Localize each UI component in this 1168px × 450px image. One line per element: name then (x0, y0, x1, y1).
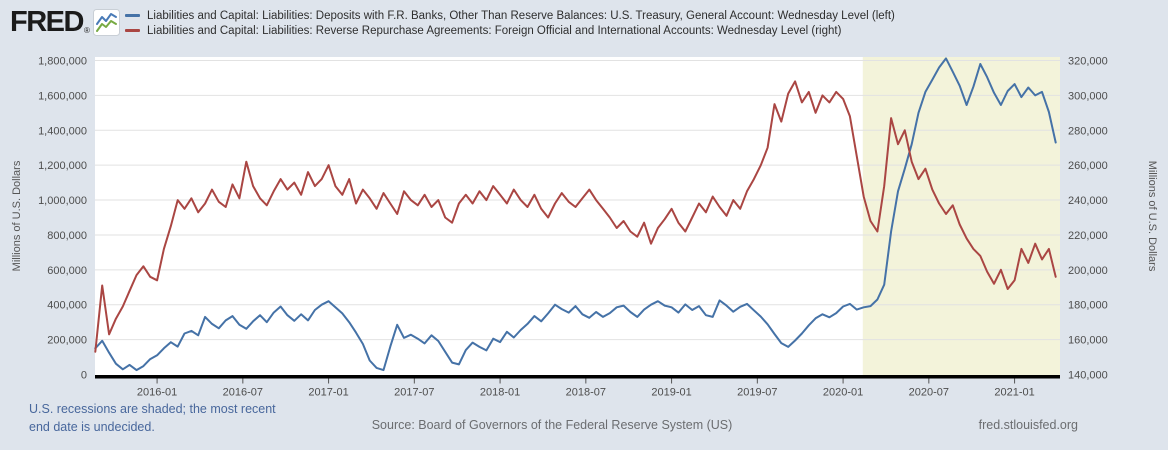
left-axis-tick-label: 400,000 (47, 300, 87, 312)
x-axis-tick-label: 2019-01 (651, 387, 691, 399)
right-axis-title: Millions of U.S. Dollars (1146, 161, 1158, 272)
left-axis-tick-label: 1,200,000 (38, 160, 87, 172)
left-axis-tick-label: 200,000 (47, 335, 87, 347)
x-axis-tick-label: 2016-01 (137, 387, 177, 399)
right-axis-tick-label: 320,000 (1068, 56, 1108, 68)
recession-note-line2: end date is undecided. (29, 420, 155, 434)
legend-item-reverse-repurchase-foreign[interactable]: Liabilities and Capital: Liabilities: Re… (125, 23, 895, 38)
site-link[interactable]: fred.stlouisfed.org (978, 418, 1078, 432)
source-text: Source: Board of Governors of the Federa… (371, 418, 733, 432)
right-axis-tick-label: 280,000 (1068, 125, 1108, 137)
x-axis-tick-label: 2021-01 (994, 387, 1034, 399)
right-axis-tick-label: 300,000 (1068, 90, 1108, 102)
right-axis-tick-label: 260,000 (1068, 160, 1108, 172)
recession-note: U.S. recessions are shaded; the most rec… (29, 400, 276, 436)
line-chart-icon (92, 8, 120, 36)
recession-note-line1: U.S. recessions are shaded; the most rec… (29, 402, 276, 416)
legend-label: Liabilities and Capital: Liabilities: De… (147, 9, 895, 22)
x-axis-tick-label: 2017-01 (308, 387, 348, 399)
left-axis-title: Millions of U.S. Dollars (11, 160, 23, 271)
left-axis-tick-label: 1,800,000 (38, 56, 87, 68)
series-line-reverse-repo-foreign[interactable] (94, 80, 1057, 353)
legend-swatch-red (125, 29, 140, 32)
x-axis-tick-label: 2020-07 (909, 387, 949, 399)
left-axis-tick-label: 600,000 (47, 265, 87, 277)
left-axis-tick-label: 1,000,000 (38, 195, 87, 207)
x-axis-tick-label: 2018-07 (566, 387, 606, 399)
left-axis-tick-label: 1,400,000 (38, 125, 87, 137)
right-axis-tick-label: 180,000 (1068, 300, 1108, 312)
x-axis-tick-label: 2017-07 (394, 387, 434, 399)
x-axis-tick-label: 2019-07 (737, 387, 777, 399)
legend: Liabilities and Capital: Liabilities: De… (125, 8, 895, 38)
series-line-treasury-general-account[interactable] (94, 57, 1057, 372)
fred-logo-text: FRED (10, 6, 84, 38)
right-axis-tick-label: 160,000 (1068, 335, 1108, 347)
right-axis-tick-label: 240,000 (1068, 195, 1108, 207)
recession-shading-band (862, 57, 1060, 375)
left-axis-tick-label: 0 (81, 370, 87, 382)
right-axis-tick-label: 140,000 (1068, 370, 1108, 382)
left-axis-tick-label: 1,600,000 (38, 90, 87, 102)
left-axis-tick-label: 800,000 (47, 230, 87, 242)
right-axis-tick-label: 220,000 (1068, 230, 1108, 242)
x-axis-tick-label: 2018-01 (480, 387, 520, 399)
legend-label: Liabilities and Capital: Liabilities: Re… (147, 24, 842, 37)
x-axis-tick-label: 2016-07 (223, 387, 263, 399)
x-axis-tick-label: 2020-01 (823, 387, 863, 399)
x-axis-line (95, 375, 1060, 379)
right-axis-tick-label: 200,000 (1068, 265, 1108, 277)
fred-logo[interactable]: FRED ® (10, 7, 120, 37)
legend-item-treasury-general-account[interactable]: Liabilities and Capital: Liabilities: De… (125, 8, 895, 23)
registered-mark: ® (83, 26, 90, 35)
legend-swatch-blue (125, 14, 140, 17)
